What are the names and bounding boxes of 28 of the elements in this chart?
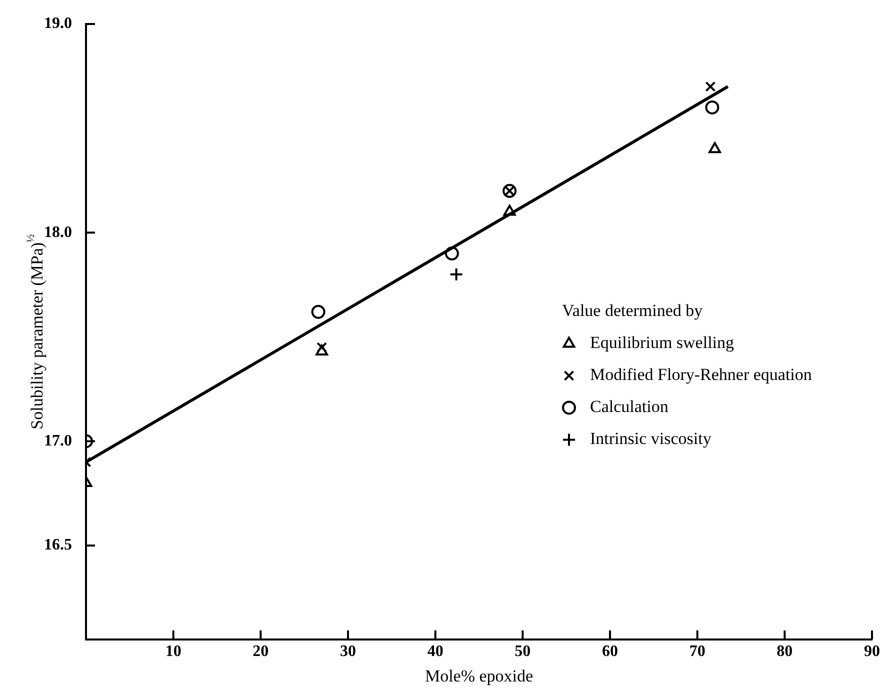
x-tick-label: 60 [602, 643, 618, 660]
point [449, 267, 464, 282]
y-tick-label: 19.0 [44, 15, 72, 32]
x-tick-label: 40 [427, 643, 444, 660]
x-tick-label: 90 [864, 643, 880, 660]
point [311, 304, 326, 319]
legend-label: Calculation [590, 397, 669, 416]
y-tick-label: 17.0 [44, 432, 72, 450]
x-axis-title: Mole% epoxide [424, 666, 534, 686]
legend-label: Equilibrium swelling [590, 333, 735, 352]
y-tick-label: 16.5 [44, 536, 72, 554]
legend-label: Modified Flory-Rehner equation [590, 365, 812, 384]
legend-label: Intrinsic viscosity [590, 429, 712, 448]
point [316, 344, 328, 356]
y-tick-label: 18.0 [44, 224, 72, 241]
point [705, 100, 720, 114]
point [444, 246, 459, 260]
x-tick-label: 80 [776, 643, 793, 660]
x-tick-label: 10 [165, 643, 182, 660]
x-tick-label: 50 [514, 643, 531, 660]
point [503, 204, 516, 216]
legend-title: Value determined by [562, 301, 704, 320]
x-tick-label: 20 [252, 643, 269, 660]
point [708, 142, 721, 154]
x-tick-label: 30 [340, 643, 356, 660]
point [705, 81, 716, 92]
y-axis-title: Solubility parameter (MPa)½ [25, 234, 46, 430]
x-tick-label: 70 [689, 643, 706, 660]
